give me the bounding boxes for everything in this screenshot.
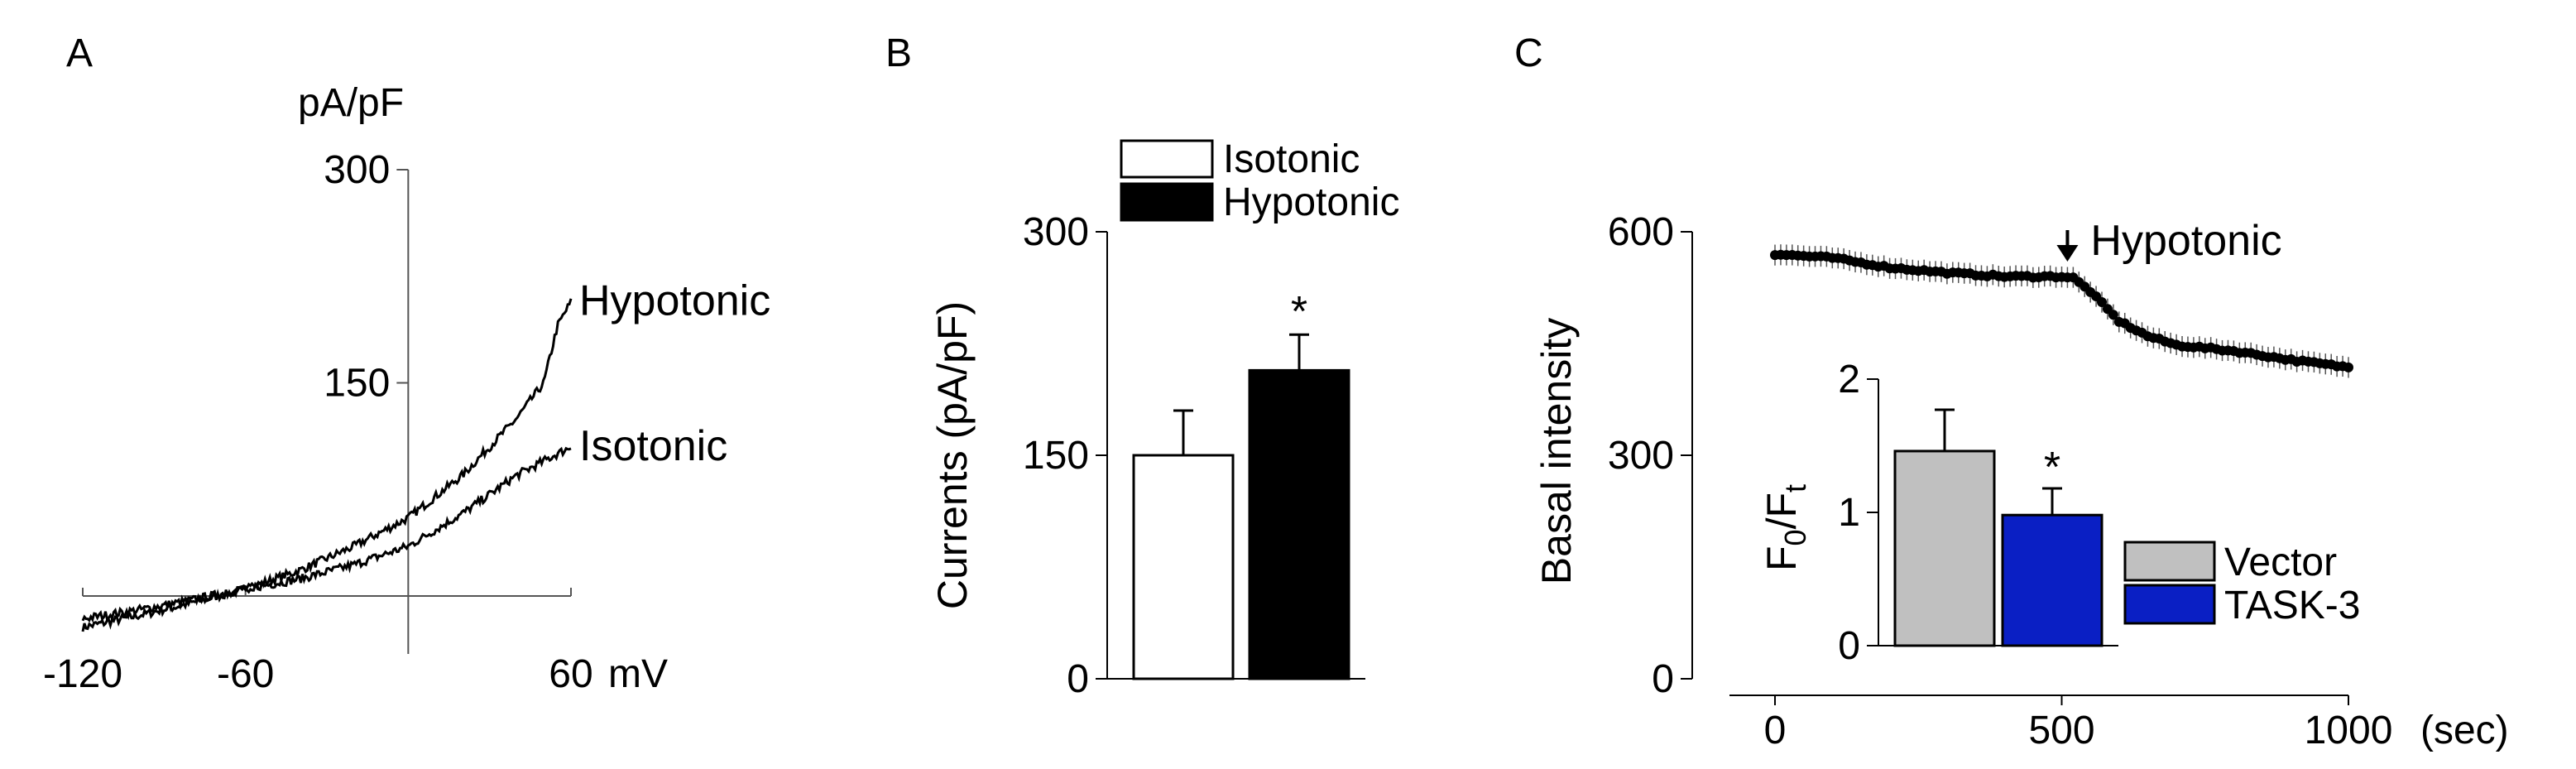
- y-tick-label: 0: [1652, 657, 1674, 701]
- legend-swatch-isotonic: [1120, 139, 1214, 179]
- significance-star: *: [1291, 288, 1307, 336]
- panel-a-iv-plot: -120 -60 60 mV 150 300 pA/pF Hypotonic Isotonic: [43, 81, 770, 696]
- inset-y-tick-label: 1: [1838, 491, 1860, 535]
- y-tick-label: 0: [1067, 657, 1089, 701]
- y-tick-label: 600: [1608, 210, 1674, 254]
- inset-bar-task-3: [2001, 513, 2103, 647]
- bar-hypotonic: [1248, 368, 1350, 680]
- data-point: [2343, 362, 2353, 372]
- x-tick-label: -120: [43, 652, 122, 696]
- legend-label-isotonic: Isotonic: [1223, 137, 1360, 181]
- data-point: [2108, 310, 2118, 320]
- panel-label-a: A: [66, 31, 93, 75]
- x-axis-label: (sec): [2420, 709, 2509, 752]
- trace-isotonic: [81, 446, 572, 623]
- y-axis-label: Currents (pA/pF): [929, 301, 976, 609]
- y-tick-label: 150: [1023, 434, 1089, 478]
- trace-hypotonic: [81, 298, 573, 632]
- panel-b-bar-chart: 0 150 300 Currents (pA/pF) * IsotonicHypotoni…: [929, 137, 1399, 701]
- x-tick-label: 0: [1764, 709, 1787, 752]
- x-tick-label: 500: [2028, 709, 2094, 752]
- inset-legend-label-task-3: TASK-3: [2224, 584, 2360, 627]
- y-axis-label: Basal intensity: [1533, 318, 1580, 584]
- y-tick-label: 300: [1608, 434, 1674, 478]
- inset-y-axis-label: F0/Ft: [1758, 484, 1812, 571]
- panel-label-c: C: [1514, 31, 1543, 75]
- series-label-isotonic: Isotonic: [579, 422, 727, 470]
- inset-significance-star: *: [2044, 444, 2060, 492]
- panel-c-time-course: 0 300 600 0 500 1000 (sec) Basal intensity Hypot…: [1533, 210, 2509, 752]
- series-label-hypotonic: Hypotonic: [579, 277, 770, 325]
- inset-legend-swatch-task-3: [2123, 584, 2216, 625]
- legend-swatch-hypotonic: [1120, 182, 1214, 222]
- inset-legend-swatch-vector: [2123, 541, 2216, 582]
- bar-isotonic: [1132, 454, 1235, 680]
- y-axis-label: pA/pF: [298, 81, 404, 125]
- y-tick-label: 300: [1023, 210, 1089, 254]
- inset-y-tick-label: 2: [1838, 358, 1860, 401]
- x-tick-label: 60: [549, 652, 592, 696]
- y-tick-label: 150: [324, 362, 390, 406]
- panel-label-b: B: [885, 31, 912, 75]
- inset-bar-vector: [1893, 449, 1996, 647]
- x-tick-label: -60: [217, 652, 274, 696]
- x-tick-label: 1000: [2305, 709, 2393, 752]
- inset-legend-label-vector: Vector: [2224, 541, 2337, 584]
- data-point: [2097, 297, 2108, 308]
- x-axis-label: mV: [608, 652, 668, 696]
- inset-y-tick-label: 0: [1838, 624, 1860, 668]
- annotation-label: Hypotonic: [2090, 217, 2281, 265]
- y-tick-label: 300: [324, 148, 390, 192]
- annotation-arrow-head: [2056, 245, 2079, 262]
- legend-label-hypotonic: Hypotonic: [1223, 180, 1399, 224]
